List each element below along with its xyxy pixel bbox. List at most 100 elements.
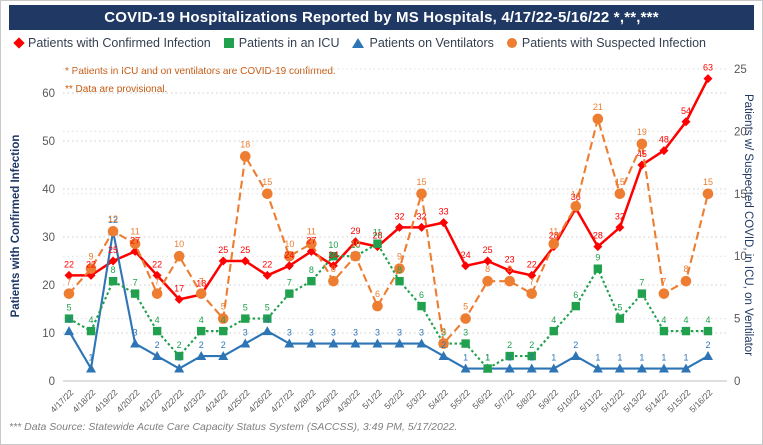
data-point-marker — [483, 364, 492, 373]
data-point-marker — [108, 276, 118, 286]
axis-tick-label: 40 — [42, 184, 55, 196]
x-axis-label: 5/2/22 — [382, 387, 406, 411]
data-point-marker — [703, 351, 713, 361]
data-point-label: 25 — [240, 245, 250, 255]
data-point-label: 8 — [331, 264, 336, 274]
data-point-marker — [262, 326, 273, 336]
data-point-label: 5 — [243, 303, 248, 313]
data-point-label: 8 — [683, 264, 688, 274]
data-point-marker — [372, 338, 383, 348]
axis-tick-label: 5 — [734, 314, 740, 326]
data-point-marker — [570, 200, 582, 212]
data-point-label: 32 — [417, 211, 427, 221]
data-point-marker — [328, 261, 338, 271]
data-point-marker — [174, 294, 184, 304]
data-point-label: 14 — [571, 189, 581, 199]
data-point-label: 4 — [199, 315, 204, 325]
data-point-marker — [86, 326, 96, 336]
axis-tick-label: 0 — [49, 376, 55, 388]
x-axis-label: 5/3/22 — [404, 387, 428, 411]
data-point-label: 3 — [353, 328, 358, 338]
data-point-marker — [395, 222, 405, 232]
legend-label: Patients in an ICU — [238, 36, 340, 50]
x-axis-label: 5/10/22 — [555, 387, 582, 414]
data-point-label: 1 — [485, 353, 490, 363]
x-axis-label: 5/1/22 — [360, 387, 384, 411]
data-point-label: 1 — [177, 353, 182, 363]
data-point-label: 54 — [681, 106, 691, 116]
data-point-marker — [263, 314, 272, 323]
right-axis-tick-labels: 0 5 10 15 20 25 — [734, 64, 747, 388]
series-square — [64, 239, 713, 373]
data-point-marker — [218, 256, 228, 266]
data-point-marker — [438, 351, 449, 361]
left-axis-tick-labels: 0 10 20 30 40 50 60 — [42, 88, 55, 388]
data-point-marker — [395, 276, 404, 286]
data-point-marker — [460, 313, 471, 324]
data-point-marker — [659, 146, 669, 156]
data-point-label: 24 — [461, 250, 471, 260]
data-point-label: 21 — [593, 102, 603, 112]
data-point-marker — [614, 363, 625, 373]
data-point-marker — [130, 338, 141, 348]
data-point-marker — [549, 326, 558, 336]
data-point-marker — [329, 252, 338, 261]
data-point-marker — [592, 113, 604, 125]
data-point-label: 15 — [615, 177, 625, 187]
legend: Patients with Confirmed Infection Patient… — [13, 36, 706, 50]
data-point-label: 3 — [375, 328, 380, 338]
data-point-marker — [63, 288, 75, 299]
data-point-label: 1 — [551, 353, 556, 363]
data-point-marker — [373, 239, 382, 248]
data-point-marker — [284, 250, 295, 262]
data-point-label: 3 — [397, 328, 402, 338]
data-point-marker — [219, 326, 228, 336]
data-point-marker — [240, 256, 250, 266]
data-point-marker — [702, 188, 714, 200]
x-axis-label: 5/7/22 — [492, 387, 516, 411]
data-point-marker — [285, 289, 294, 298]
data-point-label: 2 — [529, 340, 534, 350]
data-point-marker — [703, 74, 713, 84]
data-point-marker — [527, 270, 537, 280]
data-point-marker — [680, 275, 692, 287]
footnote-icu-ventilators: * Patients in ICU and on ventilators are… — [65, 66, 336, 77]
legend-label: Patients with Confirmed Infection — [28, 36, 211, 50]
data-point-label: 11 — [549, 227, 558, 237]
data-point-label: 1 — [661, 353, 666, 363]
data-point-label: 12 — [108, 214, 118, 224]
x-axis-label: 4/23/22 — [180, 387, 207, 414]
data-point-marker — [417, 301, 426, 311]
axis-tick-label: 10 — [734, 251, 747, 263]
data-point-label: 1 — [89, 353, 94, 363]
x-axis-label: 5/12/22 — [599, 387, 626, 414]
data-point-marker — [306, 338, 317, 348]
data-point-label: 1 — [595, 353, 600, 363]
data-point-label: 3 — [133, 328, 138, 338]
data-point-label: 27 — [306, 235, 316, 245]
data-point-label: 1 — [639, 353, 644, 363]
data-point-label: 3 — [419, 328, 424, 338]
data-point-marker — [129, 238, 141, 250]
data-point-label: 32 — [615, 211, 625, 221]
data-point-label: 7 — [133, 278, 138, 288]
data-point-label: 3 — [463, 328, 468, 338]
data-point-label: 27 — [130, 235, 140, 245]
data-point-label: 18 — [196, 279, 206, 289]
data-point-label: 25 — [108, 245, 118, 255]
x-axis-label: 5/15/22 — [665, 387, 692, 414]
data-point-marker — [218, 351, 229, 361]
data-point-label: 1 — [529, 353, 534, 363]
data-point-marker — [461, 261, 471, 271]
data-point-label: 2 — [573, 340, 578, 350]
data-point-label: 7 — [529, 277, 534, 287]
series-line — [68, 242, 708, 370]
data-point-label: 1 — [683, 353, 688, 363]
data-point-label: 29 — [350, 226, 360, 236]
gridlines — [63, 68, 727, 382]
data-point-label: 17 — [174, 283, 184, 293]
data-point-marker — [328, 338, 339, 348]
x-axis-label: 5/13/22 — [621, 387, 648, 414]
data-point-label: 2 — [441, 340, 446, 350]
